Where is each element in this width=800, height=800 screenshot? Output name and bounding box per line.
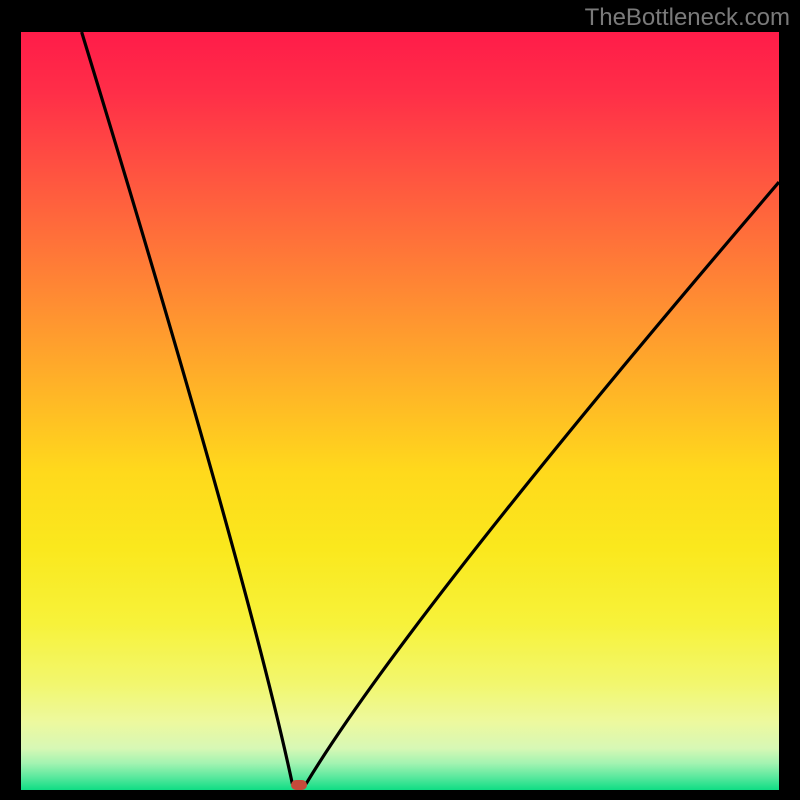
watermark-text: TheBottleneck.com bbox=[585, 4, 790, 32]
bottleneck-curve bbox=[21, 32, 779, 790]
chart-frame: TheBottleneck.com bbox=[0, 0, 800, 800]
minimum-marker bbox=[291, 780, 307, 790]
curve-right-branch bbox=[306, 182, 779, 784]
plot-area bbox=[21, 32, 779, 790]
curve-left-branch bbox=[82, 32, 293, 784]
